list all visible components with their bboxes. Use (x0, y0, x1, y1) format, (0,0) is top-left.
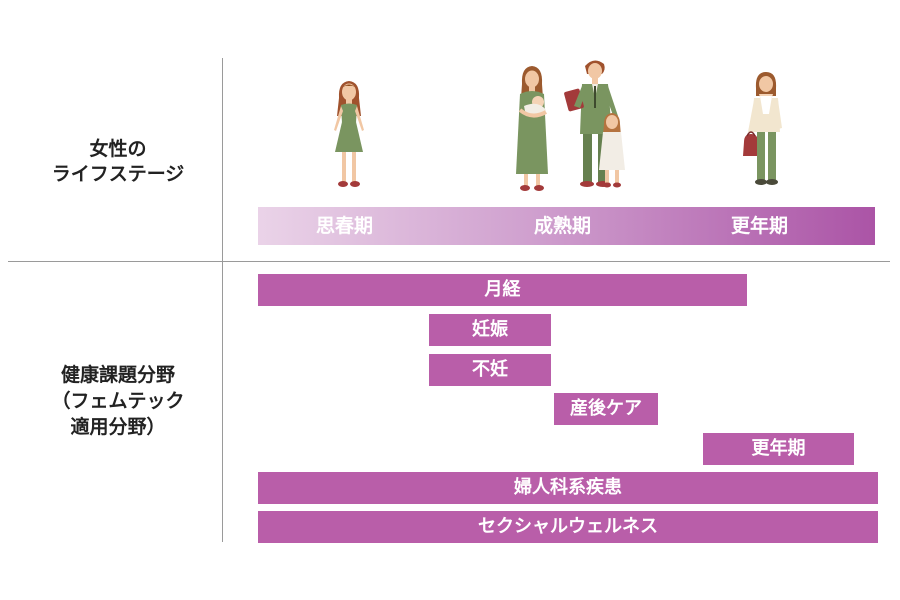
stage-label-puberty: 思春期 (316, 215, 374, 237)
girl-illustration (334, 81, 364, 187)
health-fields-label-line-1: 健康課題分野 (60, 364, 175, 386)
bar-menopause: 更年期 (703, 433, 854, 465)
vertical-divider (222, 58, 223, 542)
life-stage-label-line-1: 女性の (89, 138, 147, 160)
bar-gynecological-disease: 婦人科系疾患 (258, 472, 878, 504)
bar-pregnancy: 妊娠 (429, 314, 551, 346)
life-stage-label: 女性の ライフステージ (20, 137, 216, 187)
stage-label-menopause: 更年期 (731, 215, 789, 237)
horizontal-divider (8, 261, 890, 262)
stage-label-maturity: 成熟期 (534, 215, 592, 237)
bar-infertility: 不妊 (429, 354, 551, 386)
bar-menstruation: 月経 (258, 274, 747, 306)
mother-with-baby-illustration (516, 66, 548, 191)
father-with-daughter-illustration (564, 60, 625, 188)
health-fields-label: 健康課題分野 （フェムテック 適用分野） (20, 362, 216, 440)
older-woman-illustration (743, 72, 782, 185)
health-fields-label-line-2: （フェムテック (51, 390, 185, 412)
bar-postpartum-care: 産後ケア (554, 393, 658, 425)
life-stage-label-line-2: ライフステージ (51, 163, 185, 185)
bar-sexual-wellness: セクシャルウェルネス (258, 511, 878, 543)
health-fields-label-line-3: 適用分野） (70, 416, 166, 438)
life-stage-bar: 思春期 成熟期 更年期 (258, 207, 875, 245)
